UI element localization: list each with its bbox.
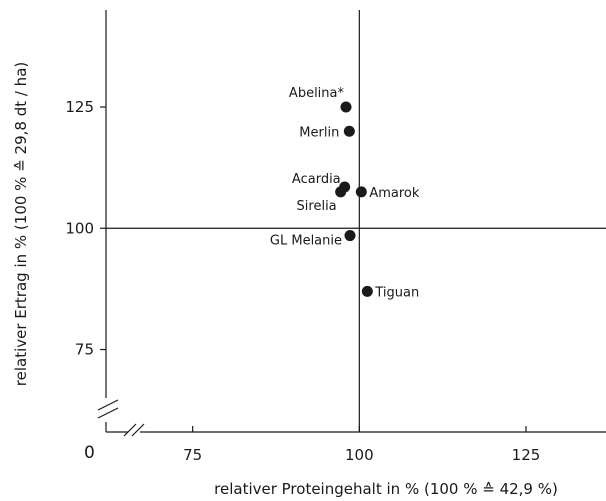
data-point bbox=[361, 285, 373, 297]
y-tick-label: 125 bbox=[65, 98, 94, 116]
point-label: Abelina* bbox=[289, 86, 345, 101]
axis-break-marker-y bbox=[97, 399, 119, 419]
y-tick-label: 75 bbox=[75, 341, 94, 359]
data-point bbox=[355, 186, 367, 198]
y-ticks: 75 100 125 bbox=[65, 98, 106, 359]
point-label: Merlin bbox=[299, 125, 339, 140]
x-tick-label: 125 bbox=[512, 446, 541, 464]
x-ticks: 75 100 125 bbox=[183, 426, 540, 464]
axes bbox=[97, 10, 606, 437]
reference-lines bbox=[106, 10, 606, 432]
point-label: Acardia bbox=[292, 172, 341, 187]
x-tick-label: 75 bbox=[183, 446, 202, 464]
point-label: GL Melanie bbox=[270, 234, 342, 249]
point-label: Sirelia bbox=[297, 199, 337, 214]
point-label: Tiguan bbox=[374, 285, 419, 300]
point-label: Amarok bbox=[369, 186, 420, 201]
x-tick-label: 100 bbox=[345, 446, 374, 464]
data-points: Abelina* Merlin Acardia Sirelia Amarok GL Mel… bbox=[270, 86, 420, 300]
data-point bbox=[343, 125, 355, 137]
y-axis-title: relativer Ertrag in % (100 % ≙ 29,8 dt /… bbox=[12, 62, 30, 386]
data-point bbox=[340, 101, 352, 113]
origin-label: 0 bbox=[84, 443, 95, 463]
data-point bbox=[344, 230, 356, 242]
x-axis-title: relativer Proteingehalt in % (100 % ≙ 42… bbox=[214, 480, 558, 498]
axis-break-marker-x bbox=[123, 423, 145, 437]
y-tick-label: 100 bbox=[65, 219, 94, 237]
data-point bbox=[335, 186, 347, 198]
